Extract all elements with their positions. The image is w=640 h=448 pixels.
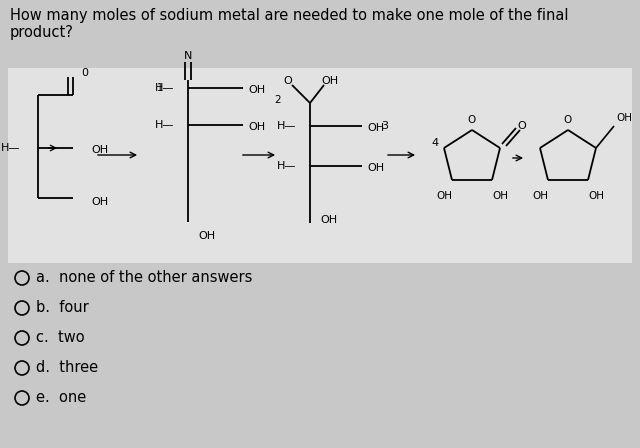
Text: OH: OH bbox=[492, 191, 508, 201]
Text: How many moles of sodium metal are needed to make one mole of the final
product?: How many moles of sodium metal are neede… bbox=[10, 8, 568, 40]
Text: H—: H— bbox=[276, 161, 296, 171]
Text: O: O bbox=[284, 76, 292, 86]
Text: OH: OH bbox=[248, 122, 265, 132]
Text: OH: OH bbox=[198, 231, 215, 241]
Text: 3: 3 bbox=[381, 121, 388, 131]
Text: OH: OH bbox=[367, 163, 384, 173]
Text: d.  three: d. three bbox=[36, 361, 98, 375]
Text: OH: OH bbox=[532, 191, 548, 201]
Text: O: O bbox=[518, 121, 526, 131]
Text: H—: H— bbox=[1, 143, 20, 153]
Text: O: O bbox=[468, 115, 476, 125]
Text: e.  one: e. one bbox=[36, 391, 86, 405]
Text: b.  four: b. four bbox=[36, 301, 89, 315]
Text: N: N bbox=[184, 51, 192, 61]
Text: OH: OH bbox=[367, 123, 384, 133]
Text: 0: 0 bbox=[81, 68, 88, 78]
Text: OH: OH bbox=[320, 215, 337, 225]
Text: H—: H— bbox=[154, 120, 174, 130]
Text: 1: 1 bbox=[157, 83, 163, 93]
Text: 2: 2 bbox=[275, 95, 282, 105]
Text: OH: OH bbox=[436, 191, 452, 201]
Text: 4: 4 bbox=[431, 138, 438, 148]
Text: OH: OH bbox=[588, 191, 604, 201]
Text: O: O bbox=[564, 115, 572, 125]
Text: OH: OH bbox=[91, 197, 108, 207]
Text: OH: OH bbox=[321, 76, 339, 86]
Text: OH: OH bbox=[616, 113, 632, 123]
Text: H—: H— bbox=[154, 83, 174, 93]
Text: a.  none of the other answers: a. none of the other answers bbox=[36, 271, 252, 285]
Text: H—: H— bbox=[276, 121, 296, 131]
Text: c.  two: c. two bbox=[36, 331, 84, 345]
Text: OH: OH bbox=[91, 145, 108, 155]
Text: OH: OH bbox=[248, 85, 265, 95]
FancyBboxPatch shape bbox=[8, 68, 632, 263]
